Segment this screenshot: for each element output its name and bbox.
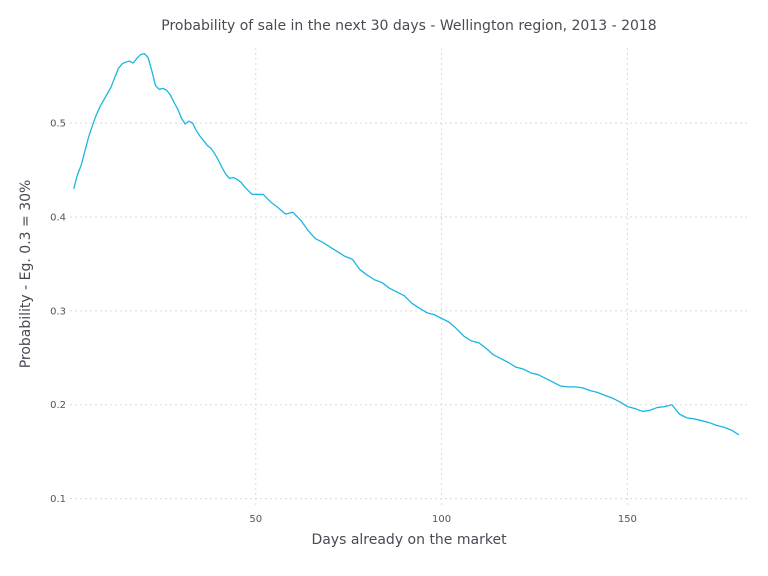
y-tick-labels: 0.1 0.2 0.3 0.4 0.5 — [50, 119, 66, 506]
x-tick-label: 50 — [249, 514, 262, 525]
y-tick-label: 0.5 — [50, 119, 66, 130]
x-gridlines — [255, 48, 628, 508]
series-line — [73, 52, 740, 436]
x-tick-label: 100 — [432, 514, 451, 525]
series-group — [73, 52, 740, 436]
x-tick-label: 150 — [618, 514, 637, 525]
chart-title: Probability of sale in the next 30 days … — [161, 18, 656, 34]
y-axis-label: Probability - Eg. 0.3 = 30% — [18, 180, 34, 369]
y-tick-label: 0.1 — [50, 494, 66, 505]
x-axis-label: Days already on the market — [311, 532, 507, 548]
y-tick-label: 0.3 — [50, 306, 66, 317]
y-tick-label: 0.2 — [50, 400, 66, 411]
y-tick-label: 0.4 — [50, 212, 66, 223]
y-gridlines — [70, 122, 750, 500]
x-tick-labels: 50 100 150 — [249, 514, 636, 525]
